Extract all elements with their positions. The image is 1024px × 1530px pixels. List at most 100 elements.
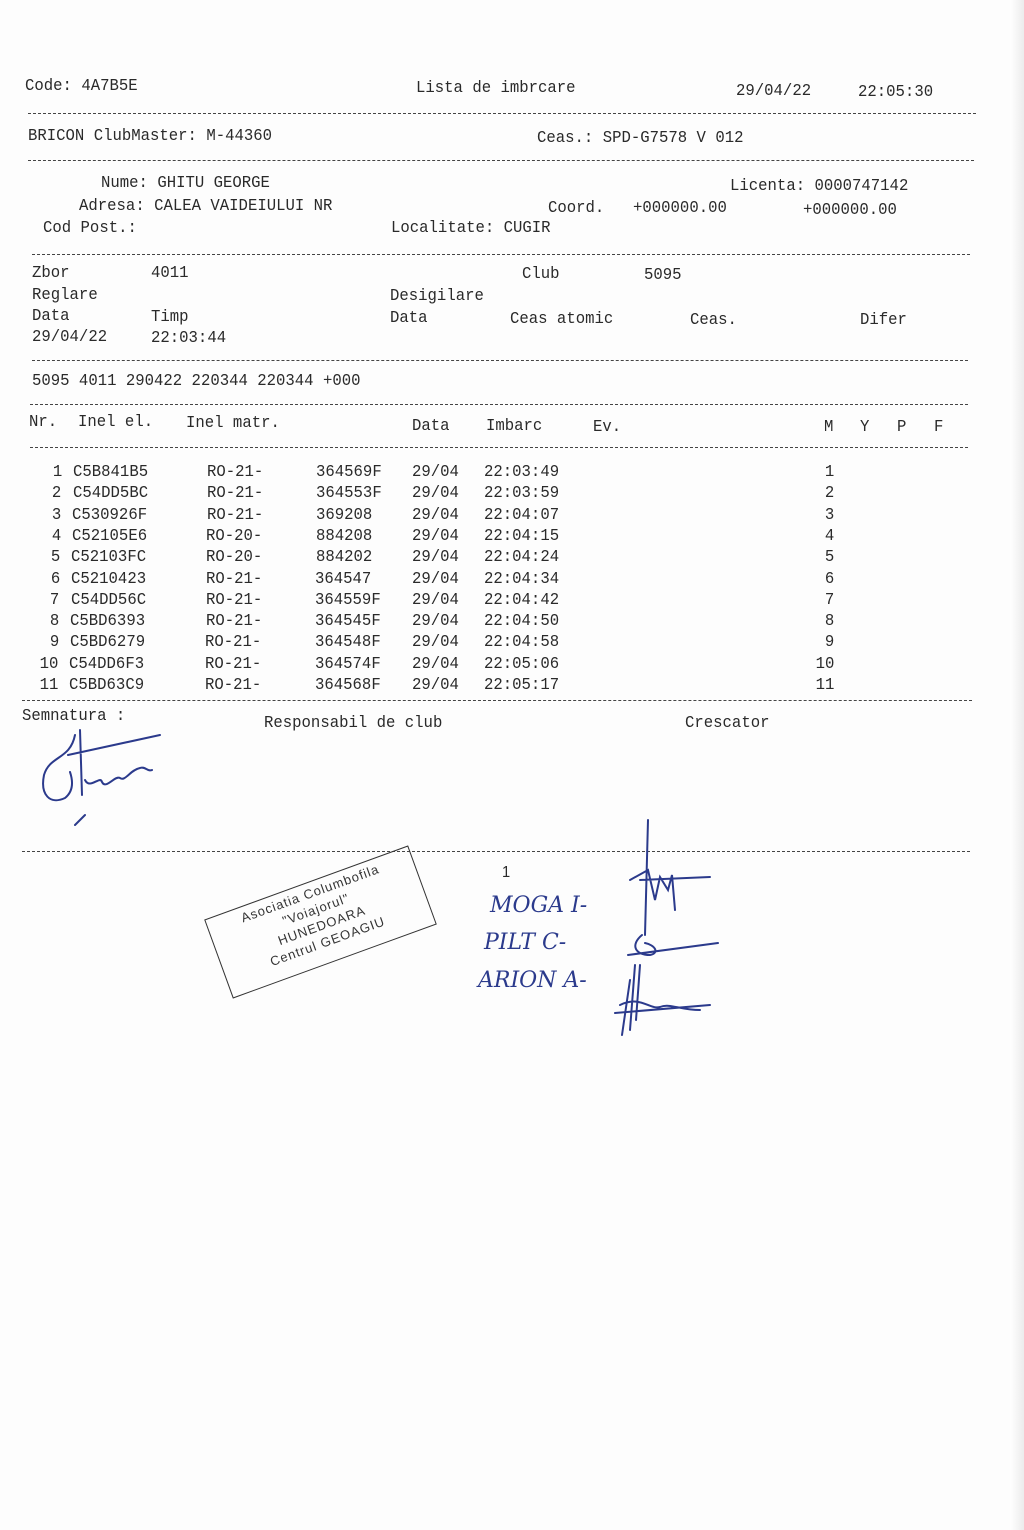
- cell-m: 2: [824, 484, 834, 504]
- cell-nr: 5: [51, 548, 61, 568]
- cell-date: 29/04: [411, 569, 459, 589]
- ceas-label: Ceas.: [690, 311, 737, 330]
- cell-m: 1: [824, 463, 834, 482]
- col-ev: Ev.: [593, 418, 622, 437]
- cell-date: 29/04: [411, 548, 459, 568]
- print-time: 22:05:30: [858, 83, 934, 102]
- cell-inel-matr: 884202: [315, 548, 372, 568]
- cell-date: 29/04: [412, 463, 459, 482]
- table-row: 9 C5BD6279 RO-21- 364548F 29/04 22:04:58 9: [0, 625, 1000, 652]
- cell-inel-matr: 364569F: [316, 463, 382, 482]
- col-f: F: [934, 418, 944, 437]
- cell-time: 22:04:15: [483, 526, 559, 546]
- cell-date: 29/04: [411, 633, 459, 653]
- cell-time: 22:04:58: [483, 633, 559, 653]
- reglare-time: 22:03:44: [151, 329, 227, 348]
- divider: [28, 160, 974, 161]
- cell-inel-el: C52105E6: [71, 526, 147, 546]
- scan-edge: [1010, 0, 1024, 1530]
- cell-inel-matr: 364559F: [315, 590, 381, 610]
- divider: [22, 700, 972, 701]
- col-inel-matr: Inel matr.: [186, 414, 280, 433]
- owner-name: Nume: GHITU GEORGE: [101, 174, 270, 193]
- handwritten-name-1: MOGA I-: [490, 893, 588, 918]
- cell-matr-prefix: RO-21-: [205, 654, 262, 674]
- reglare-date: 29/04/22: [32, 328, 108, 347]
- cell-time: 22:04:07: [483, 505, 560, 525]
- cell-date: 29/04: [411, 590, 459, 610]
- cell-inel-matr: 364548F: [315, 633, 381, 653]
- table-row: 1 C5B841B5 RO-21- 364569F 29/04 22:03:49 1: [0, 455, 1000, 482]
- cell-nr: 4: [51, 526, 61, 546]
- cell-inel-el: C530926F: [72, 505, 148, 525]
- handwritten-name-3: ARION A-: [478, 968, 587, 993]
- cell-nr: 2: [52, 484, 62, 504]
- table-row: 4 C52105E6 RO-20- 884208 29/04 22:04:15 4: [0, 519, 1000, 546]
- cell-m: 6: [824, 569, 834, 589]
- table-row: 8 C5BD6393 RO-21- 364545F 29/04 22:04:50 8: [0, 604, 1000, 631]
- cell-matr-prefix: RO-21-: [205, 676, 262, 695]
- cell-matr-prefix: RO-21-: [206, 569, 263, 589]
- col-y: Y: [860, 418, 870, 437]
- coord-label: Coord.: [548, 199, 605, 218]
- table-row: 7 C54DD56C RO-21- 364559F 29/04 22:04:42 7: [0, 583, 1000, 610]
- cell-nr: 3: [51, 505, 62, 525]
- cell-time: 22:04:34: [483, 569, 559, 589]
- committee-signatures: [614, 819, 719, 1036]
- cell-m: 11: [815, 676, 834, 695]
- document-title: Lista de imbrcare: [416, 79, 576, 98]
- cell-matr-prefix: RO-20-: [206, 526, 263, 546]
- cell-date: 29/04: [411, 484, 459, 504]
- signature-label: Semnatura :: [22, 707, 126, 726]
- zbor-value: 4011: [151, 264, 189, 283]
- cell-inel-el: C52103FC: [71, 548, 147, 568]
- cell-m: 4: [824, 526, 834, 546]
- cell-time: 22:04:50: [483, 612, 559, 632]
- table-row: 2 C54DD5BC RO-21- 364553F 29/04 22:03:59 2: [0, 476, 1000, 503]
- cell-nr: 9: [49, 633, 59, 653]
- divider: [30, 404, 968, 405]
- cell-m: 8: [824, 612, 834, 632]
- cell-inel-el: C54DD6F3: [69, 654, 145, 674]
- cell-date: 29/04: [411, 505, 459, 525]
- col-data: Data: [412, 417, 450, 436]
- cell-inel-matr: 369208: [315, 505, 373, 525]
- cell-inel-matr: 364547: [315, 569, 372, 589]
- club-value: 5095: [644, 266, 682, 285]
- cell-matr-prefix: RO-20-: [206, 548, 263, 568]
- owner-license: Licenta: 0000747142: [730, 177, 909, 196]
- clock-id: Ceas.: SPD-G7578 V 012: [537, 129, 744, 148]
- table-row: 5 C52103FC RO-20- 884202 29/04 22:04:24 5: [0, 540, 1000, 567]
- owner-address: Adresa: CALEA VAIDEIULUI NR: [79, 197, 333, 216]
- club-responsible-label: Responsabil de club: [264, 714, 443, 733]
- table-row: 6 C5210423 RO-21- 364547 29/04 22:04:34 6: [0, 562, 1000, 589]
- col-inel-el: Inel el.: [78, 413, 154, 432]
- cell-matr-prefix: RO-21-: [205, 612, 262, 632]
- cell-inel-el: C5B841B5: [73, 463, 149, 482]
- cell-nr: 10: [39, 654, 59, 674]
- table-row: 11 C5BD63C9 RO-21- 364568F 29/04 22:05:17 11: [0, 668, 1000, 695]
- clubmaster: BRICON ClubMaster: M-44360: [28, 127, 273, 146]
- divider: [32, 254, 970, 255]
- data2-label: Data: [390, 309, 428, 328]
- divider: [28, 113, 976, 114]
- table-row: 10 C54DD6F3 RO-21- 364574F 29/04 22:05:06 10: [0, 647, 1000, 674]
- cell-matr-prefix: RO-21-: [205, 633, 262, 653]
- cell-nr: 1: [52, 463, 62, 482]
- coord-1: +000000.00: [633, 199, 727, 218]
- cell-time: 22:05:06: [483, 654, 559, 674]
- cell-m: 5: [824, 548, 834, 568]
- cell-inel-el: C5210423: [71, 569, 147, 589]
- cell-inel-el: C54DD5BC: [72, 484, 148, 504]
- club-stamp: Asociatia Columbofila "Voiajorul" HUNEDOA…: [204, 845, 437, 999]
- cell-matr-prefix: RO-21-: [206, 484, 264, 504]
- cell-date: 29/04: [411, 526, 459, 546]
- divider: [22, 851, 970, 852]
- club-label: Club: [522, 265, 560, 284]
- cell-inel-matr: 364553F: [315, 484, 382, 504]
- zbor-label: Zbor: [32, 264, 70, 283]
- print-date: 29/04/22: [736, 82, 812, 101]
- cell-inel-matr: 364574F: [314, 654, 381, 674]
- handwritten-name-2: PILT C-: [484, 930, 567, 955]
- data-label: Data: [32, 307, 70, 326]
